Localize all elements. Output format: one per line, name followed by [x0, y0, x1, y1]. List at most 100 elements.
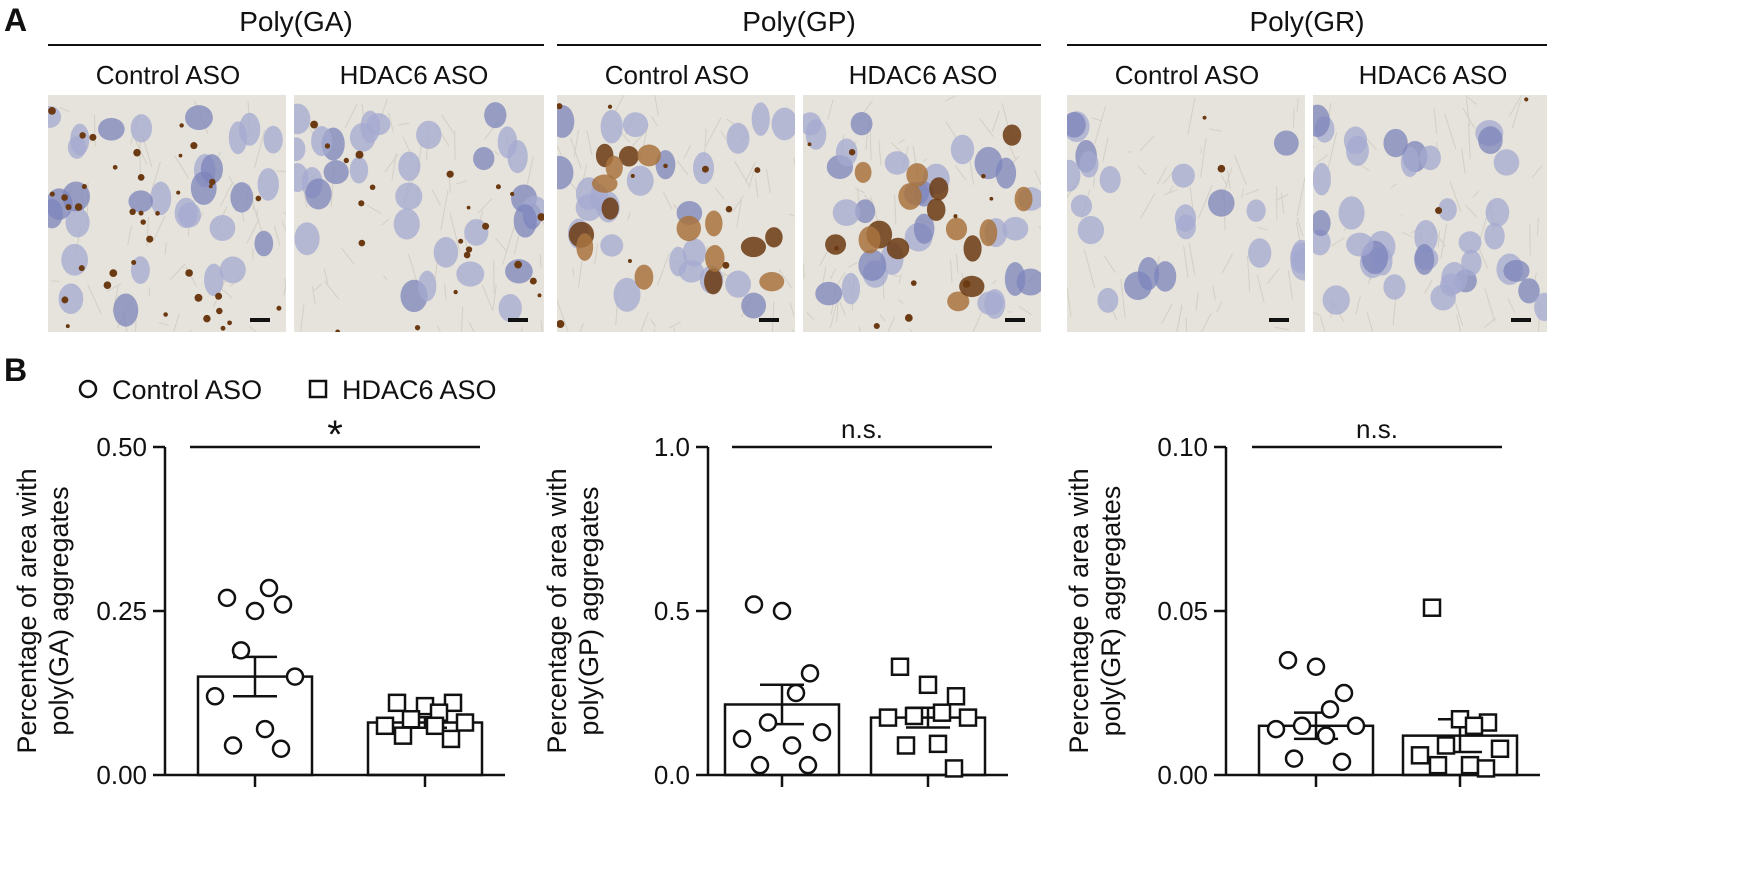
data-point	[786, 683, 806, 703]
data-point	[890, 657, 910, 677]
data-point	[1476, 759, 1496, 778]
group-title-poly-ga: Poly(GA)	[239, 6, 353, 37]
data-point	[1320, 700, 1340, 719]
data-point	[758, 713, 778, 732]
data-point	[401, 709, 421, 729]
micrograph-poly-gr-control	[1067, 95, 1305, 332]
y-axis-label: poly(GP) aggregates	[574, 486, 604, 735]
group-title-poly-gp: Poly(GP)	[742, 6, 856, 37]
data-point	[1284, 749, 1304, 768]
data-point	[932, 703, 952, 722]
legend: Control ASO HDAC6 ASO	[78, 375, 497, 405]
data-point	[223, 736, 243, 755]
y-tick-label: 0.10	[1157, 432, 1208, 462]
data-point	[255, 719, 275, 739]
data-point	[393, 726, 413, 745]
y-tick-label: 1.0	[654, 432, 690, 462]
data-point	[750, 755, 770, 775]
data-point	[878, 708, 898, 727]
data-point	[1266, 719, 1286, 739]
significance-label: *	[327, 413, 343, 457]
data-point	[387, 693, 407, 713]
data-point	[744, 595, 764, 614]
y-axis-label: Percentage of area with	[542, 468, 572, 753]
data-point	[425, 716, 445, 736]
y-tick-label: 0.0	[654, 760, 690, 790]
y-axis-label: poly(GA) aggregates	[44, 486, 74, 735]
legend-square-marker	[308, 379, 328, 399]
data-point	[1464, 716, 1484, 736]
y-tick-label: 0.5	[654, 596, 690, 626]
legend-label-control: Control ASO	[112, 375, 262, 405]
data-point	[205, 687, 225, 706]
y-tick-label: 0.25	[96, 596, 147, 626]
data-point	[217, 588, 237, 608]
data-point	[800, 664, 820, 683]
group-rule-poly-ga	[48, 44, 544, 46]
y-axis-label: Percentage of area with	[1064, 468, 1094, 753]
condition-label: Control ASO	[95, 60, 241, 90]
micrograph-poly-gp-control	[557, 95, 795, 332]
group-rule-poly-gr	[1067, 44, 1547, 46]
data-point	[782, 736, 802, 755]
micrograph-poly-gr-hdac6	[1313, 95, 1547, 332]
data-point	[259, 578, 279, 598]
data-point	[1316, 726, 1336, 745]
group-rule-poly-gp	[557, 44, 1041, 46]
data-point	[1306, 657, 1326, 677]
micrograph-poly-ga-hdac6	[294, 95, 544, 332]
data-point	[1422, 598, 1442, 617]
data-point	[1428, 755, 1448, 775]
legend-label-hdac6: HDAC6 ASO	[342, 375, 497, 405]
data-point	[441, 729, 461, 749]
data-point	[245, 601, 265, 621]
data-point	[1346, 716, 1366, 736]
data-point	[443, 693, 463, 713]
condition-label: Control ASO	[604, 60, 750, 90]
data-point	[455, 713, 475, 732]
data-point	[798, 755, 818, 775]
micrograph-poly-ga-control	[48, 95, 286, 332]
condition-label: HDAC6 ASO	[848, 60, 998, 90]
data-point	[271, 739, 291, 759]
data-point	[958, 708, 978, 727]
panel-b-letter: B	[4, 352, 28, 388]
data-point	[732, 729, 752, 749]
data-point	[1460, 755, 1480, 775]
data-point	[772, 601, 792, 621]
y-tick-label: 0.50	[96, 432, 147, 462]
data-point	[896, 736, 916, 755]
data-point	[946, 687, 966, 706]
y-tick-label: 0.05	[1157, 596, 1208, 626]
data-point	[285, 667, 305, 686]
y-axis-label: Percentage of area with	[12, 468, 42, 753]
panel-a-letter: A	[4, 2, 28, 38]
significance-label: n.s.	[841, 414, 883, 444]
data-point	[944, 759, 964, 778]
data-point	[918, 675, 938, 695]
data-point	[1490, 739, 1510, 759]
data-point	[231, 641, 251, 660]
data-point	[1292, 716, 1312, 736]
legend-circle-marker	[78, 379, 98, 399]
data-point	[375, 716, 395, 736]
group-title-poly-gr: Poly(GR)	[1249, 6, 1365, 37]
significance-label: n.s.	[1356, 414, 1398, 444]
data-point	[1410, 746, 1430, 765]
data-point	[1436, 736, 1456, 755]
y-tick-label: 0.00	[96, 760, 147, 790]
data-point	[1332, 752, 1352, 772]
y-tick-label: 0.00	[1157, 760, 1208, 790]
data-point	[812, 723, 832, 742]
data-point	[1334, 683, 1354, 703]
condition-label: HDAC6 ASO	[339, 60, 489, 90]
data-point	[928, 734, 948, 754]
condition-label: HDAC6 ASO	[1358, 60, 1508, 90]
condition-label: Control ASO	[1114, 60, 1260, 90]
micrograph-poly-gp-hdac6	[803, 95, 1041, 332]
y-axis-label: poly(GR) aggregates	[1096, 486, 1126, 737]
data-point	[273, 595, 293, 614]
data-point	[904, 706, 924, 726]
data-point	[1278, 650, 1298, 670]
